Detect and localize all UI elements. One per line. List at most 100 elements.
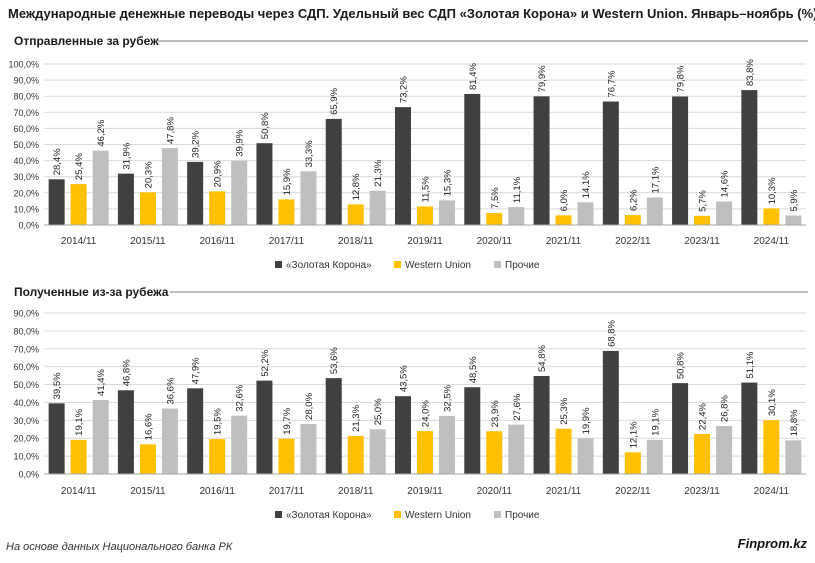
- data-label: 19,9%: [581, 407, 592, 434]
- chart-main-title: Международные денежные переводы через СД…: [8, 6, 815, 21]
- data-label: 6,0%: [559, 189, 570, 211]
- data-label: 5,7%: [698, 190, 709, 212]
- bar-prochie: [577, 202, 594, 225]
- y-tick-label: 80,0%: [13, 326, 39, 336]
- data-label: 6,2%: [628, 189, 639, 211]
- x-tick-label: 2020/11: [477, 236, 513, 247]
- data-label: 79,9%: [537, 65, 548, 92]
- data-label: 21,3%: [373, 159, 384, 186]
- bar-prochie: [231, 415, 248, 474]
- y-tick-label: 10,0%: [13, 452, 39, 462]
- data-label: 15,3%: [443, 169, 454, 196]
- bar-zolotaya_korona: [395, 107, 411, 225]
- data-label: 12,1%: [628, 421, 639, 448]
- data-label: 79,8%: [676, 65, 687, 92]
- legend-swatch-zolotaya_korona: [275, 511, 282, 518]
- x-tick-label: 2018/11: [338, 486, 374, 497]
- x-tick-label: 2016/11: [199, 486, 235, 497]
- bar-western_union: [70, 184, 87, 225]
- bar-zolotaya_korona: [48, 179, 65, 225]
- data-label: 81,4%: [468, 62, 479, 89]
- y-tick-label: 60,0%: [13, 124, 39, 134]
- bar-zolotaya_korona: [395, 396, 411, 474]
- x-tick-label: 2023/11: [684, 486, 720, 497]
- bar-prochie: [785, 440, 802, 474]
- data-label: 25,4%: [74, 153, 85, 180]
- data-label: 19,7%: [282, 407, 293, 434]
- y-tick-label: 10,0%: [13, 204, 39, 214]
- data-label: 26,8%: [720, 395, 731, 422]
- bar-zolotaya_korona: [533, 96, 550, 226]
- y-tick-label: 70,0%: [13, 344, 39, 354]
- bar-western_union: [555, 428, 572, 474]
- data-label: 48,5%: [468, 356, 479, 383]
- bar-western_union: [763, 208, 780, 225]
- y-tick-label: 100,0%: [8, 60, 39, 70]
- x-tick-label: 2024/11: [754, 486, 790, 497]
- y-tick-label: 40,0%: [13, 398, 39, 408]
- x-tick-label: 2022/11: [615, 486, 651, 497]
- bar-prochie: [92, 150, 109, 225]
- data-label: 17,1%: [650, 166, 661, 193]
- data-label: 16,6%: [143, 413, 154, 440]
- y-tick-label: 70,0%: [13, 108, 39, 118]
- data-label: 28,4%: [52, 148, 63, 175]
- data-label: 31,9%: [121, 142, 132, 169]
- data-label: 50,8%: [676, 352, 687, 379]
- bar-prochie: [369, 190, 386, 225]
- bar-prochie: [161, 148, 178, 225]
- bar-prochie: [231, 160, 248, 225]
- data-label: 23,9%: [490, 400, 501, 427]
- bar-western_union: [209, 191, 226, 225]
- data-label: 20,3%: [143, 161, 154, 188]
- data-label: 51,1%: [745, 351, 756, 378]
- x-tick-label: 2021/11: [546, 236, 582, 247]
- data-label: 11,1%: [512, 176, 523, 203]
- data-label: 30,1%: [767, 389, 778, 416]
- bar-prochie: [785, 215, 802, 225]
- bar-western_union: [624, 452, 641, 474]
- bar-zolotaya_korona: [741, 90, 758, 225]
- x-tick-label: 2014/11: [61, 486, 97, 497]
- x-tick-label: 2022/11: [615, 236, 651, 247]
- data-label: 39,2%: [191, 130, 202, 157]
- bar-zolotaya_korona: [256, 380, 273, 474]
- bar-western_union: [278, 438, 295, 474]
- x-tick-label: 2018/11: [338, 236, 374, 247]
- x-tick-label: 2019/11: [407, 236, 443, 247]
- legend-swatch-prochie: [494, 261, 501, 268]
- data-label: 18,8%: [789, 409, 800, 436]
- x-tick-label: 2015/11: [130, 486, 166, 497]
- data-label: 47,9%: [191, 357, 202, 384]
- legend-label-prochie: Прочие: [505, 260, 540, 271]
- y-tick-label: 50,0%: [13, 380, 39, 390]
- data-label: 19,5%: [213, 408, 224, 435]
- bar-prochie: [646, 439, 663, 474]
- legend-swatch-western_union: [394, 261, 401, 268]
- data-label: 68,8%: [606, 319, 617, 346]
- bar-western_union: [624, 215, 641, 225]
- y-tick-label: 30,0%: [13, 416, 39, 426]
- bar-western_union: [555, 215, 572, 225]
- data-label: 22,4%: [698, 402, 709, 429]
- bar-western_union: [70, 439, 87, 474]
- bar-western_union: [486, 431, 503, 474]
- bar-western_union: [209, 439, 226, 474]
- data-label: 24,0%: [421, 400, 432, 427]
- bar-prochie: [92, 399, 109, 474]
- x-tick-label: 2014/11: [61, 236, 97, 247]
- data-label: 20,9%: [213, 160, 224, 187]
- x-tick-label: 2017/11: [269, 486, 305, 497]
- bar-prochie: [716, 201, 733, 225]
- bar-western_union: [417, 206, 433, 225]
- bar-prochie: [161, 408, 178, 474]
- data-label: 46,2%: [96, 119, 107, 146]
- x-tick-label: 2015/11: [130, 236, 166, 247]
- x-tick-label: 2019/11: [407, 486, 443, 497]
- data-label: 43,5%: [399, 365, 410, 392]
- data-label: 47,8%: [165, 117, 176, 144]
- source-note: На основе данных Национального банка РК: [6, 541, 233, 553]
- bar-zolotaya_korona: [117, 390, 134, 474]
- bar-western_union: [139, 192, 156, 225]
